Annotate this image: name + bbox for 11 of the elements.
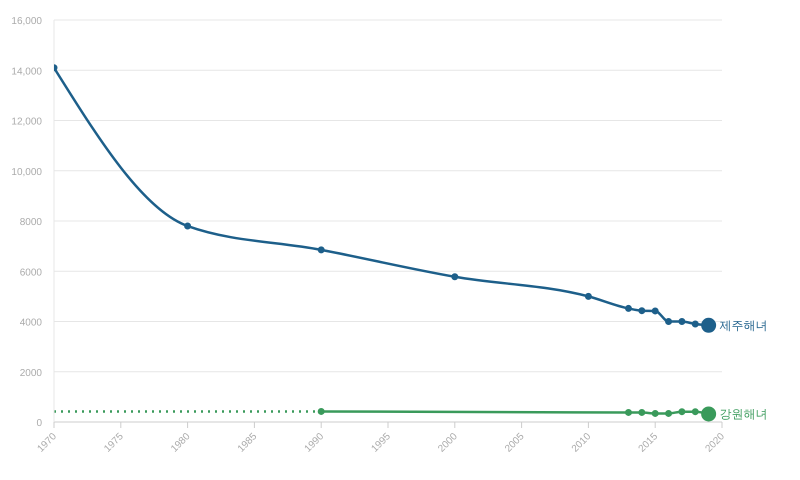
y-tick-label: 16,000 <box>11 16 42 27</box>
y-tick-label: 12,000 <box>11 116 42 128</box>
y-tick-label: 14,000 <box>11 66 42 78</box>
y-tick-label: 2000 <box>20 368 42 379</box>
series-label: 강원해녀 <box>720 406 768 421</box>
y-tick-label: 10,000 <box>11 166 42 178</box>
y-tick-label: 0 <box>36 418 42 429</box>
y-tick-label: 8000 <box>20 217 42 228</box>
y-tick-label: 4000 <box>20 318 42 328</box>
series-label: 제주해녀 <box>720 318 768 332</box>
y-tick-label: 6000 <box>20 267 42 278</box>
